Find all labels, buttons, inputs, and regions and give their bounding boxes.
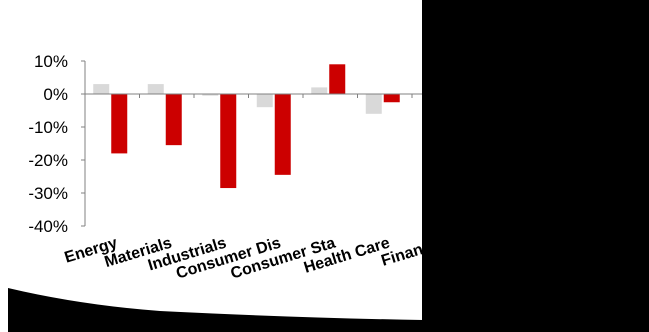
- bar-grey: [365, 94, 382, 114]
- bar-red: [329, 64, 346, 94]
- y-tick-label: -40%: [28, 217, 68, 236]
- bar-grey: [93, 84, 110, 94]
- axes-layer: [84, 61, 467, 226]
- bar-grey: [311, 87, 328, 94]
- bar-red: [274, 94, 291, 175]
- y-tick-label: -30%: [28, 184, 68, 203]
- bar-red: [165, 94, 182, 146]
- redaction-wedge-shape: [8, 288, 423, 332]
- y-tick-label: 10%: [34, 52, 68, 71]
- y-tick-labels: 10% 0% -10% -20% -30% -40%: [28, 52, 467, 236]
- y-tick-label: -20%: [28, 151, 68, 170]
- bar-red: [383, 94, 400, 103]
- bar-red: [220, 94, 237, 189]
- y-tick-label: 0%: [43, 85, 68, 104]
- bars-layer: [93, 64, 400, 189]
- bar-grey: [202, 94, 219, 96]
- bar-grey: [147, 84, 164, 94]
- y-tick-label: -10%: [28, 118, 68, 137]
- bar-red: [111, 94, 128, 154]
- bar-grey: [256, 94, 273, 108]
- redaction-block: [422, 0, 649, 332]
